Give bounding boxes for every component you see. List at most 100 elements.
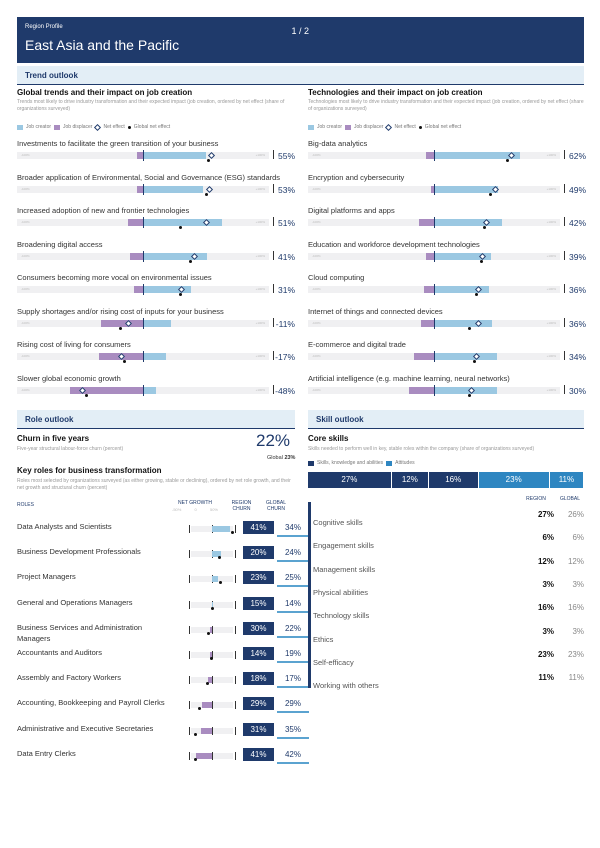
region-churn-value: 41% bbox=[243, 747, 274, 761]
skill-global-value: 3% bbox=[572, 626, 584, 636]
scale-tick bbox=[235, 701, 236, 710]
zero-line bbox=[434, 284, 435, 295]
region-churn-value: 29% bbox=[243, 697, 274, 711]
skill-segment: 27% bbox=[308, 472, 392, 488]
roles-subtitle: Roles most selected by organizations sur… bbox=[17, 478, 291, 491]
trend-label: Broadening digital access bbox=[17, 239, 103, 249]
trend-row: Increased adoption of new and frontier t… bbox=[17, 206, 295, 240]
zero-line bbox=[434, 150, 435, 161]
trend-label: Digital platforms and apps bbox=[308, 206, 395, 215]
global-churn-underline bbox=[277, 736, 309, 739]
trend-label: E-commerce and digital trade bbox=[308, 340, 406, 349]
roles-title: Key roles for business transformation bbox=[17, 466, 162, 475]
skill-global-value: 16% bbox=[567, 603, 584, 613]
skill-region-value: 3% bbox=[542, 579, 554, 589]
track-min-label: -100% bbox=[21, 287, 30, 291]
trend-row: Investments to facilitate the green tran… bbox=[17, 139, 295, 173]
track-max-label: +100% bbox=[255, 387, 265, 392]
net-growth-bar bbox=[187, 651, 237, 660]
legend-label: Job creator bbox=[317, 124, 343, 130]
skill-name: Engagement skills bbox=[313, 541, 374, 551]
job-creator-bar bbox=[434, 219, 503, 226]
end-tick bbox=[564, 250, 565, 260]
zero-line bbox=[143, 351, 144, 362]
global-churn-value: 34% bbox=[284, 523, 301, 532]
global-churn-underline bbox=[277, 535, 309, 537]
end-tick bbox=[273, 317, 274, 327]
job-displacer-bar bbox=[421, 319, 434, 327]
role-row: General and Operations Managers 15% 14% bbox=[17, 593, 309, 619]
job-creator-bar bbox=[143, 286, 191, 293]
net-growth-col-header: NET GROWTH bbox=[177, 500, 213, 506]
scale-tick bbox=[189, 651, 190, 659]
global-net-effect-icon bbox=[189, 259, 193, 263]
trends-title: Global trends and their impact on job cr… bbox=[17, 88, 193, 97]
net-growth-scale: -50% 0 50% bbox=[172, 507, 218, 513]
net-growth-fill bbox=[212, 576, 219, 583]
net-growth-bar bbox=[187, 701, 237, 711]
net-growth-bar bbox=[187, 625, 237, 635]
trend-track: -100% +100% bbox=[17, 384, 269, 397]
track-max-label: +100% bbox=[546, 186, 556, 191]
track-min-label: -100% bbox=[312, 387, 321, 392]
job-creator-bar bbox=[434, 152, 520, 159]
skill-region-value: 6% bbox=[542, 533, 554, 543]
end-tick bbox=[564, 284, 565, 293]
end-tick bbox=[273, 250, 274, 260]
trend-track: -100% +100% bbox=[17, 250, 269, 263]
job-creator-bar bbox=[143, 185, 204, 193]
track-min-label: -100% bbox=[21, 153, 30, 157]
skill-global-value: 3% bbox=[572, 579, 584, 589]
region-churn-value: 31% bbox=[243, 722, 274, 736]
zero-line bbox=[434, 317, 435, 329]
skill-name: Management skills bbox=[313, 564, 376, 574]
trend-label: Big-data analytics bbox=[308, 139, 368, 148]
net-effect-value: 55% bbox=[277, 151, 295, 161]
page-header: Region Profile 1 / 2 East Asia and the P… bbox=[17, 17, 584, 63]
skill-global-value: 12% bbox=[567, 556, 584, 566]
zero-line bbox=[143, 250, 144, 262]
region-churn-value: 30% bbox=[243, 621, 274, 635]
skills-legend: Skills, knowledge and abilities Attitude… bbox=[308, 460, 415, 466]
zero-line bbox=[143, 183, 144, 195]
global-churn-value: 29% bbox=[284, 699, 301, 709]
role-row: Administrative and Executive Secretaries… bbox=[17, 719, 309, 745]
global-net-effect-icon bbox=[489, 192, 493, 196]
track-max-label: +100% bbox=[546, 153, 556, 157]
churn-global-value: 23% bbox=[284, 455, 296, 461]
skill-name: Ethics bbox=[313, 634, 334, 644]
scale-tick bbox=[235, 600, 236, 609]
churn-subtitle: Five-year structural labour-force churn … bbox=[17, 446, 124, 452]
legend-label: Attitudes bbox=[395, 460, 415, 466]
skill-global-value: 6% bbox=[572, 533, 584, 543]
churn-global: Global 23% bbox=[267, 455, 295, 461]
skill-name: Working with others bbox=[313, 681, 379, 691]
job-displacer-bar bbox=[408, 386, 434, 394]
track-max-label: +100% bbox=[546, 354, 556, 358]
job-displacer-bar bbox=[127, 219, 143, 226]
divider bbox=[17, 84, 584, 85]
track-max-label: +100% bbox=[546, 387, 556, 392]
skill-region-value: 11% bbox=[538, 673, 554, 683]
scale-tick bbox=[212, 651, 213, 659]
global-net-effect-icon bbox=[179, 226, 183, 229]
global-growth-dot bbox=[205, 682, 209, 686]
track-min-label: -100% bbox=[21, 253, 30, 258]
page-indicator[interactable]: 1 / 2 bbox=[291, 26, 309, 36]
legend-label: Global net effect bbox=[424, 124, 462, 130]
trend-row: Education and workforce development tech… bbox=[308, 240, 586, 274]
net-growth-bar bbox=[187, 726, 237, 736]
skill-name: Self-efficacy bbox=[313, 657, 354, 667]
global-growth-dot bbox=[217, 556, 221, 560]
job-displacer-bar bbox=[413, 353, 434, 360]
trend-track: -100% +100% bbox=[308, 384, 560, 397]
skill-row: Self-efficacy 23% 23% bbox=[308, 648, 584, 675]
global-churn-value: 17% bbox=[284, 674, 301, 684]
trend-track: -100% +100% bbox=[17, 183, 269, 196]
global-churn-value: 25% bbox=[284, 573, 301, 583]
zero-line bbox=[143, 217, 144, 228]
skill-name: Physical abilities bbox=[313, 587, 369, 597]
global-net-effect-icon bbox=[467, 393, 471, 397]
job-displacer-bar bbox=[418, 219, 434, 226]
role-row: Data Analysts and Scientists 41% 34% bbox=[17, 517, 309, 543]
